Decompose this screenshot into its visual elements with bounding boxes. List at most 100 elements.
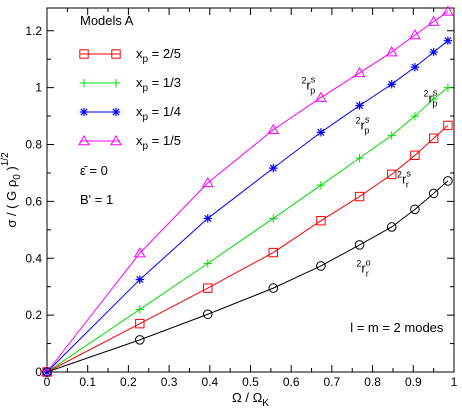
series-line	[46, 11, 449, 373]
data-point	[410, 150, 420, 161]
legend-entry: xp = 1/4	[79, 104, 181, 123]
axis-ticks: 0 0.1 0.2 0.3 0.4 0.5 0.6 0.7 0.8 0.9 1 0 0.2 0.4 0.6 0…	[25, 8, 458, 389]
y-tick-label: 1	[35, 81, 42, 95]
legend-title: Models A	[80, 13, 134, 28]
data-point	[203, 259, 212, 268]
series-layer	[41, 5, 454, 377]
data-point	[315, 91, 327, 102]
y-axis-label: σ / ( G ρ0 )1/2	[0, 152, 23, 228]
data-point	[135, 318, 145, 329]
y-tick-label: 0.6	[25, 194, 42, 208]
mode-label: 2rs p	[301, 75, 315, 96]
legend-label: xp = 1/3	[136, 75, 181, 94]
series-line	[46, 40, 449, 373]
legend-marker	[79, 78, 89, 88]
data-point	[201, 176, 214, 188]
data-point	[443, 120, 453, 131]
data-point	[135, 275, 144, 284]
data-point	[269, 163, 278, 173]
axis-titles: Ω / ΩK σ / ( G ρ0 )1/2	[0, 152, 269, 409]
data-point	[355, 153, 364, 163]
x-tick-label: 0	[44, 375, 51, 389]
x-tick-label: 0.7	[324, 375, 341, 389]
data-point	[387, 80, 396, 89]
data-point	[135, 305, 144, 314]
data-point	[443, 176, 453, 186]
x-tick-label: 0.6	[283, 375, 300, 389]
data-point	[203, 283, 213, 293]
data-point	[316, 180, 326, 190]
data-point	[409, 29, 421, 40]
legend-marker	[78, 134, 90, 146]
data-point	[134, 335, 145, 345]
x-tick-label: 0.1	[79, 375, 96, 389]
plot-border	[46, 7, 455, 373]
data-point	[410, 204, 420, 215]
x-tick-label: 0.8	[364, 375, 381, 389]
series-0	[42, 120, 453, 377]
x-tick-label: 1	[451, 375, 458, 389]
data-point	[427, 15, 440, 26]
y-tick-label: 0.2	[25, 308, 42, 322]
data-point	[203, 214, 212, 223]
legend-label: xp = 1/4	[136, 104, 181, 123]
y-tick-label: 0	[35, 365, 42, 379]
mode-label: 2rs p	[423, 87, 437, 108]
y-tick-label: 0.8	[25, 138, 42, 152]
data-point	[443, 36, 453, 45]
legend-label: xp = 1/5	[136, 133, 181, 152]
x-tick-label: 0.5	[242, 375, 259, 389]
data-point	[386, 222, 397, 232]
data-point	[133, 247, 146, 258]
series-2	[42, 36, 453, 377]
data-point	[387, 131, 396, 140]
mode-label: 2rs r	[397, 169, 411, 190]
data-point	[354, 240, 365, 250]
data-point	[268, 247, 278, 258]
y-tick-label: 1.2	[25, 24, 42, 38]
data-point	[428, 133, 439, 143]
x-axis-label: Ω / ΩK	[232, 390, 269, 409]
modes-note: l = m = 2 modes	[350, 320, 444, 335]
legend: Models A xp = 2/5 xp = 1/3 xp = 1/4 xp = 1/5…	[78, 13, 181, 207]
series-line	[46, 87, 449, 373]
data-point	[428, 188, 439, 199]
data-point	[429, 94, 438, 104]
data-point	[353, 66, 366, 78]
legend-marker	[79, 49, 89, 59]
series-4	[42, 176, 453, 377]
mode-label: 2ro r	[356, 257, 370, 278]
y-tick-label: 0.4	[25, 251, 42, 265]
data-point	[267, 123, 280, 134]
data-point	[442, 5, 454, 16]
data-point	[269, 214, 278, 223]
data-point	[387, 169, 397, 180]
data-point	[202, 309, 213, 320]
series-line	[46, 180, 449, 373]
x-tick-label: 0.3	[161, 375, 178, 389]
x-tick-label: 0.9	[405, 375, 422, 389]
legend-marker	[110, 134, 122, 146]
data-point	[42, 367, 52, 377]
legend-marker	[111, 107, 121, 117]
data-point	[443, 83, 453, 92]
data-point	[355, 101, 364, 110]
legend-marker	[79, 107, 89, 117]
x-tick-label: 0.4	[201, 375, 218, 389]
data-point	[354, 191, 365, 202]
legend-label: xp = 2/5	[136, 46, 181, 65]
plot-frame	[46, 7, 455, 373]
legend-marker	[111, 49, 121, 59]
data-point	[316, 216, 326, 226]
series-line	[46, 125, 449, 373]
legend-entry: xp = 1/3	[79, 75, 181, 94]
data-point	[429, 47, 438, 57]
legend-entry: xp = 2/5	[79, 46, 181, 65]
legend-marker	[111, 78, 121, 88]
x-tick-label: 0.2	[120, 375, 137, 389]
annotations: 2rs p 2rs p 2rs p 2rs r 2ro r l = m = 2 modes	[301, 75, 444, 336]
legend-note: ε̄ = 0	[80, 163, 108, 178]
legend-note: B' = 1	[80, 192, 113, 207]
data-point	[410, 111, 420, 121]
mode-label: 2rs p	[356, 114, 370, 135]
